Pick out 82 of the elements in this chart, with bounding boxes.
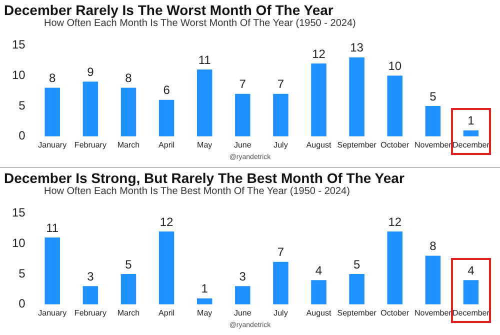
x-tick-label: November bbox=[414, 140, 452, 150]
bar bbox=[158, 231, 174, 304]
bar bbox=[387, 231, 402, 304]
x-tick-label: March bbox=[117, 140, 140, 150]
y-tick-label: 5 bbox=[18, 266, 26, 280]
bar bbox=[235, 286, 250, 304]
x-tick-label: December bbox=[452, 140, 490, 150]
data-label: 13 bbox=[350, 40, 364, 55]
data-label: 10 bbox=[388, 58, 402, 73]
data-label: 9 bbox=[87, 64, 94, 79]
data-label: 3 bbox=[239, 269, 246, 284]
chart-subtitle: How Often Each Month Is The Best Month Of The Year (1950 - 2024) bbox=[43, 186, 351, 198]
x-tick-label: September bbox=[337, 140, 377, 150]
data-label: 8 bbox=[49, 71, 56, 86]
bar bbox=[44, 238, 60, 304]
bar bbox=[158, 100, 174, 136]
data-label: 7 bbox=[239, 77, 246, 92]
x-tick-label: February bbox=[74, 308, 106, 318]
data-label: 8 bbox=[430, 239, 437, 254]
x-tick-label: June bbox=[234, 140, 252, 150]
x-tick-label: October bbox=[380, 308, 410, 318]
bar bbox=[235, 94, 250, 136]
data-label: 12 bbox=[388, 214, 402, 229]
x-tick-label: March bbox=[117, 308, 140, 318]
bar bbox=[82, 82, 98, 136]
x-tick-label: July bbox=[274, 308, 288, 318]
data-label: 4 bbox=[468, 263, 475, 278]
data-label: 5 bbox=[430, 89, 437, 104]
y-tick-label: 0 bbox=[18, 128, 26, 143]
bar bbox=[311, 63, 326, 136]
data-label: 12 bbox=[312, 46, 326, 61]
data-label: 12 bbox=[160, 214, 174, 229]
data-label: 1 bbox=[468, 114, 475, 128]
x-tick-label: November bbox=[414, 308, 452, 318]
x-tick-label: June bbox=[234, 308, 252, 318]
y-tick-label: 15 bbox=[12, 38, 26, 52]
data-label: 5 bbox=[353, 257, 360, 272]
x-tick-label: September bbox=[337, 308, 377, 318]
bar bbox=[349, 274, 364, 304]
data-label: 11 bbox=[198, 52, 212, 67]
bar bbox=[196, 70, 212, 136]
bar bbox=[463, 280, 479, 304]
data-label: 4 bbox=[315, 263, 322, 278]
bar bbox=[349, 57, 364, 136]
x-tick-label: April bbox=[158, 308, 175, 318]
x-tick-label: October bbox=[380, 140, 410, 150]
y-tick-label: 10 bbox=[12, 236, 26, 250]
data-label: 3 bbox=[87, 269, 94, 284]
x-tick-label: August bbox=[306, 140, 332, 150]
data-label: 6 bbox=[163, 83, 170, 98]
data-label: 1 bbox=[201, 282, 208, 296]
bar bbox=[120, 88, 136, 136]
data-label: 8 bbox=[125, 71, 132, 86]
y-tick-label: 10 bbox=[12, 68, 26, 82]
data-label: 11 bbox=[46, 220, 59, 235]
y-tick-label: 5 bbox=[18, 98, 26, 112]
data-label: 5 bbox=[125, 257, 132, 272]
y-tick-label: 0 bbox=[18, 296, 26, 311]
y-tick-label: 15 bbox=[12, 206, 26, 220]
chart-title: December Is Strong, But Rarely The Best Month Of The Year bbox=[4, 169, 406, 186]
x-tick-label: December bbox=[452, 308, 490, 318]
x-tick-label: February bbox=[74, 140, 106, 150]
bar bbox=[82, 286, 98, 304]
bar bbox=[44, 88, 60, 136]
bar bbox=[311, 280, 326, 304]
bar bbox=[273, 94, 288, 136]
chart-subtitle: How Often Each Month Is The Worst Month Of The Year (1950 - 2024) bbox=[43, 18, 357, 30]
bar bbox=[120, 274, 136, 304]
x-tick-label: May bbox=[197, 140, 212, 150]
x-tick-label: January bbox=[38, 140, 67, 150]
bar bbox=[425, 106, 441, 136]
bar bbox=[387, 76, 402, 136]
bar bbox=[273, 262, 288, 304]
data-label: 7 bbox=[277, 77, 284, 92]
x-tick-label: April bbox=[158, 140, 175, 150]
chart-title: December Rarely Is The Worst Month Of The Year bbox=[4, 1, 334, 18]
x-tick-label: May bbox=[197, 308, 212, 318]
x-tick-label: July bbox=[274, 140, 288, 150]
data-label: 7 bbox=[277, 245, 284, 260]
x-tick-label: January bbox=[38, 308, 67, 318]
bar bbox=[425, 256, 441, 304]
x-tick-label: August bbox=[306, 308, 332, 318]
